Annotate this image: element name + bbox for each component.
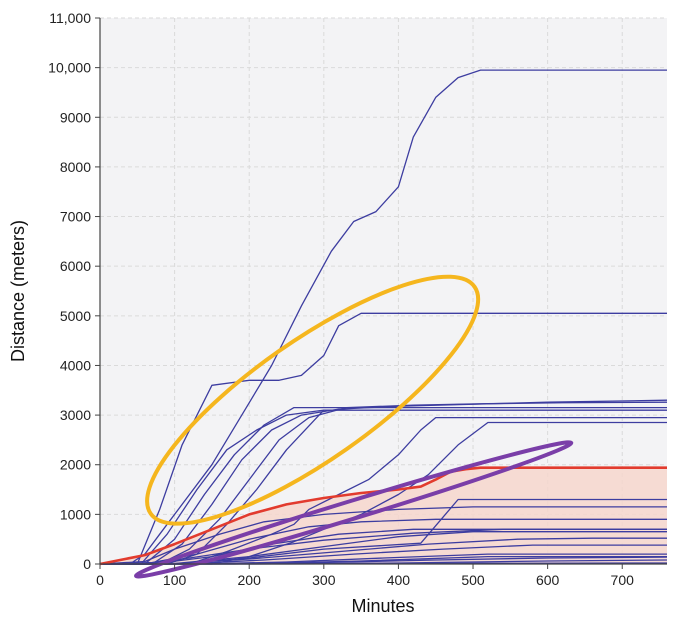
y-tick-label: 4000 [60, 357, 91, 373]
x-tick-label: 100 [163, 572, 187, 588]
series-line-s10 [99, 506, 667, 565]
ellipse-annotations [134, 274, 574, 579]
y-tick-label: 7000 [60, 209, 91, 225]
y-tick-label: 3000 [60, 407, 91, 423]
y-tick-label: 2000 [60, 457, 91, 473]
x-tick-label: 400 [387, 572, 411, 588]
series-line-s11 [99, 518, 667, 565]
x-tick-label: 600 [536, 572, 560, 588]
y-tick-label: 9000 [60, 109, 91, 125]
y-axis-title: Distance (meters) [8, 220, 28, 362]
y-tick-label: 11,000 [49, 10, 91, 26]
y-tick-label: 10,000 [48, 60, 91, 76]
grid-lines [100, 17, 667, 564]
orange-ellipse [145, 274, 481, 526]
shaded-region [100, 467, 667, 564]
tick-labels: 0 100 200 300 400 500 600 700010002000300040005… [48, 10, 634, 588]
x-tick-label: 300 [312, 572, 336, 588]
series-line-s16 [100, 528, 667, 565]
x-tick-label: 700 [611, 572, 635, 588]
y-tick-label: 6000 [60, 258, 91, 274]
x-tick-label: 200 [238, 572, 262, 588]
y-tick-label: 8000 [60, 159, 91, 175]
y-tick-label: 0 [83, 556, 91, 572]
x-tick-label: 500 [461, 572, 485, 588]
y-tick-label: 1000 [60, 506, 91, 522]
y-tick-label: 5000 [60, 308, 91, 324]
axes [99, 18, 667, 565]
series-line-s6 [100, 401, 668, 565]
x-tick-label: 0 [96, 572, 104, 588]
shaded-area [100, 467, 667, 564]
series-line-s1 [100, 69, 667, 565]
x-axis-title: Minutes [351, 596, 414, 616]
purple-ellipse [134, 440, 574, 579]
